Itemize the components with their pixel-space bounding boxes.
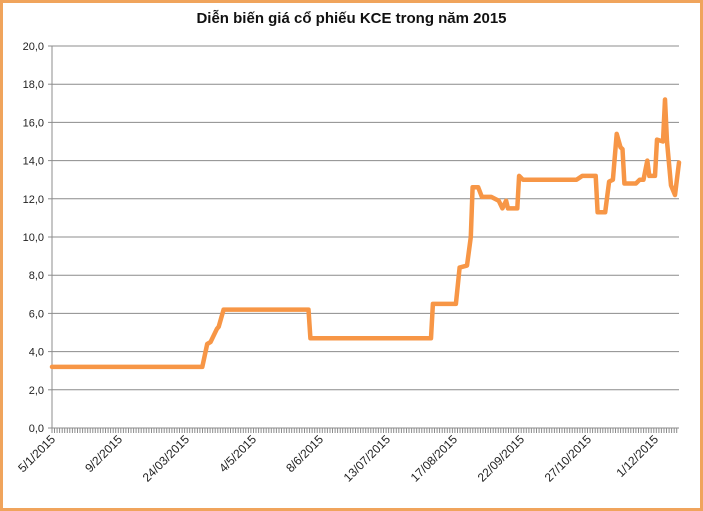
x-tick-label: 9/2/2015 — [82, 432, 125, 475]
x-tick-label: 1/12/2015 — [613, 432, 661, 480]
y-tick-label: 0,0 — [29, 423, 44, 435]
x-tick-label: 24/03/2015 — [140, 432, 193, 485]
x-tick-label: 17/08/2015 — [408, 432, 461, 485]
y-tick-label: 2,0 — [29, 385, 44, 397]
x-tick-label: 27/10/2015 — [542, 432, 595, 485]
x-tick-label: 5/1/2015 — [15, 432, 58, 475]
y-tick-label: 14,0 — [23, 156, 44, 168]
x-axis-minor-ticks — [51, 428, 678, 433]
x-tick-label: 8/6/2015 — [283, 432, 326, 475]
y-tick-label: 12,0 — [23, 194, 44, 206]
x-tick-label: 22/09/2015 — [475, 432, 528, 485]
price-line — [49, 97, 682, 370]
x-tick-label: 13/07/2015 — [341, 432, 394, 485]
y-tick-label: 20,0 — [23, 41, 44, 53]
y-tick-label: 16,0 — [23, 117, 44, 129]
y-tick-label: 6,0 — [29, 308, 44, 320]
y-tick-label: 10,0 — [23, 232, 44, 244]
x-tick-label: 4/5/2015 — [216, 432, 259, 475]
y-tick-label: 8,0 — [29, 270, 44, 282]
y-tick-label: 4,0 — [29, 347, 44, 359]
y-tick-label: 18,0 — [23, 79, 44, 91]
chart-title: Diễn biến giá cổ phiếu KCE trong năm 201… — [196, 10, 507, 27]
